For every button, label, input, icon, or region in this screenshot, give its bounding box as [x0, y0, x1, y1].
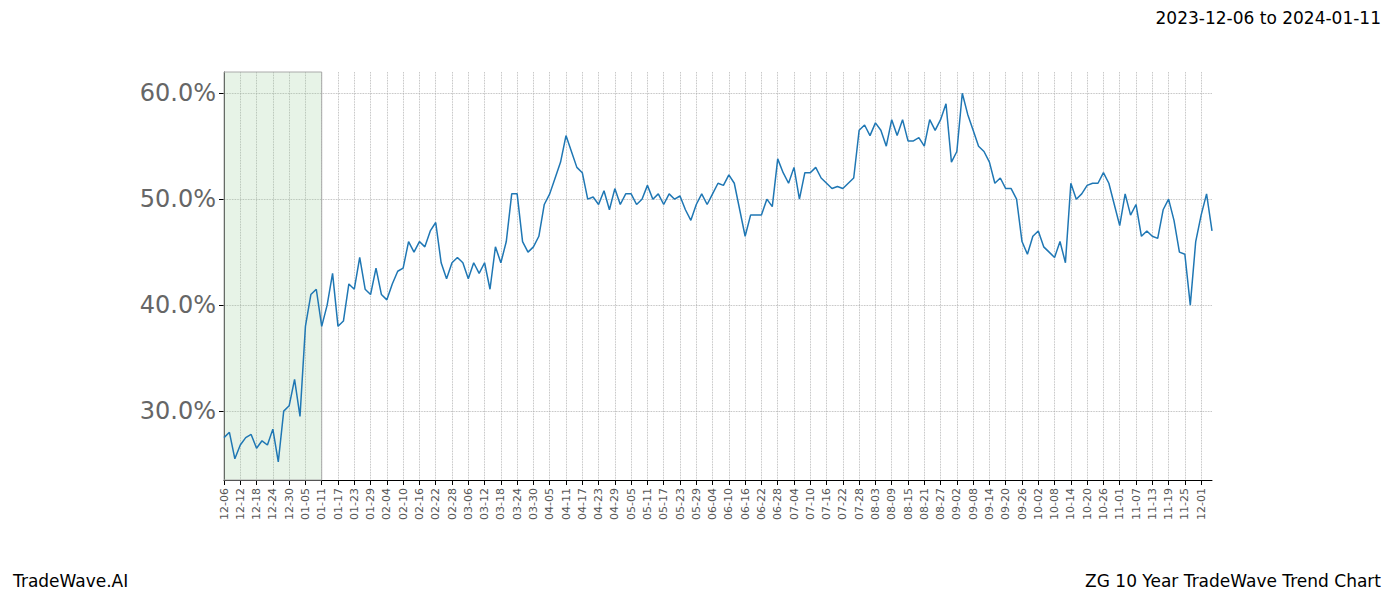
svg-text:01-11: 01-11 — [315, 488, 328, 520]
svg-text:10-08: 10-08 — [1048, 488, 1061, 520]
svg-text:10-26: 10-26 — [1097, 488, 1110, 520]
svg-text:12-12: 12-12 — [234, 488, 247, 520]
svg-text:08-21: 08-21 — [918, 488, 931, 520]
svg-text:10-02: 10-02 — [1032, 488, 1045, 520]
svg-text:03-18: 03-18 — [494, 488, 507, 520]
svg-text:09-26: 09-26 — [1016, 488, 1029, 520]
svg-text:05-11: 05-11 — [641, 488, 654, 520]
svg-text:06-28: 06-28 — [771, 488, 784, 520]
svg-text:12-18: 12-18 — [250, 488, 263, 520]
svg-text:11-25: 11-25 — [1178, 488, 1191, 520]
svg-text:08-03: 08-03 — [869, 488, 882, 520]
svg-text:10-20: 10-20 — [1081, 488, 1094, 520]
svg-text:02-04: 02-04 — [380, 488, 393, 520]
svg-text:02-22: 02-22 — [429, 488, 442, 520]
svg-text:04-17: 04-17 — [576, 488, 589, 520]
svg-text:04-05: 04-05 — [543, 488, 556, 520]
svg-text:11-01: 11-01 — [1113, 488, 1126, 520]
svg-text:09-20: 09-20 — [999, 488, 1012, 520]
svg-text:03-30: 03-30 — [527, 488, 540, 520]
svg-text:06-04: 06-04 — [706, 488, 719, 520]
svg-text:30.0%: 30.0% — [140, 397, 216, 425]
svg-text:01-29: 01-29 — [364, 488, 377, 520]
svg-text:06-22: 06-22 — [755, 488, 768, 520]
svg-text:06-10: 06-10 — [722, 488, 735, 520]
svg-text:05-23: 05-23 — [674, 488, 687, 520]
svg-text:02-10: 02-10 — [397, 488, 410, 520]
svg-text:09-14: 09-14 — [983, 488, 996, 520]
svg-text:11-19: 11-19 — [1162, 488, 1175, 520]
svg-text:05-05: 05-05 — [625, 488, 638, 520]
svg-text:12-06: 12-06 — [218, 488, 231, 520]
svg-text:03-06: 03-06 — [462, 488, 475, 520]
svg-text:08-27: 08-27 — [934, 488, 947, 520]
svg-text:04-23: 04-23 — [592, 488, 605, 520]
svg-text:05-29: 05-29 — [690, 488, 703, 520]
svg-text:04-11: 04-11 — [560, 488, 573, 520]
svg-text:50.0%: 50.0% — [140, 185, 216, 213]
svg-text:12-30: 12-30 — [283, 488, 296, 520]
svg-text:08-09: 08-09 — [885, 488, 898, 520]
svg-text:10-14: 10-14 — [1064, 488, 1077, 520]
svg-text:12-01: 12-01 — [1195, 488, 1208, 520]
svg-text:TradeWave.AI: TradeWave.AI — [12, 571, 128, 591]
svg-text:12-24: 12-24 — [266, 488, 279, 520]
svg-text:07-10: 07-10 — [804, 488, 817, 520]
svg-text:2023-12-06 to 2024-01-11: 2023-12-06 to 2024-01-11 — [1156, 8, 1381, 28]
svg-text:04-29: 04-29 — [608, 488, 621, 520]
svg-text:06-16: 06-16 — [739, 488, 752, 520]
svg-text:05-17: 05-17 — [657, 488, 670, 520]
svg-text:11-07: 11-07 — [1130, 488, 1143, 520]
svg-text:01-17: 01-17 — [332, 488, 345, 520]
svg-text:07-04: 07-04 — [788, 488, 801, 520]
svg-text:01-23: 01-23 — [348, 488, 361, 520]
svg-text:03-12: 03-12 — [478, 488, 491, 520]
svg-text:07-16: 07-16 — [820, 488, 833, 520]
svg-text:08-15: 08-15 — [902, 488, 915, 520]
svg-text:40.0%: 40.0% — [140, 291, 216, 319]
svg-text:07-28: 07-28 — [853, 488, 866, 520]
svg-text:60.0%: 60.0% — [140, 79, 216, 107]
svg-text:02-16: 02-16 — [413, 488, 426, 520]
svg-text:ZG 10 Year TradeWave Trend Cha: ZG 10 Year TradeWave Trend Chart — [1085, 571, 1381, 591]
svg-text:07-22: 07-22 — [836, 488, 849, 520]
svg-text:09-08: 09-08 — [967, 488, 980, 520]
svg-text:02-28: 02-28 — [446, 488, 459, 520]
svg-text:11-13: 11-13 — [1146, 488, 1159, 520]
svg-text:09-02: 09-02 — [950, 488, 963, 520]
svg-text:03-24: 03-24 — [511, 488, 524, 520]
svg-text:01-05: 01-05 — [299, 488, 312, 520]
